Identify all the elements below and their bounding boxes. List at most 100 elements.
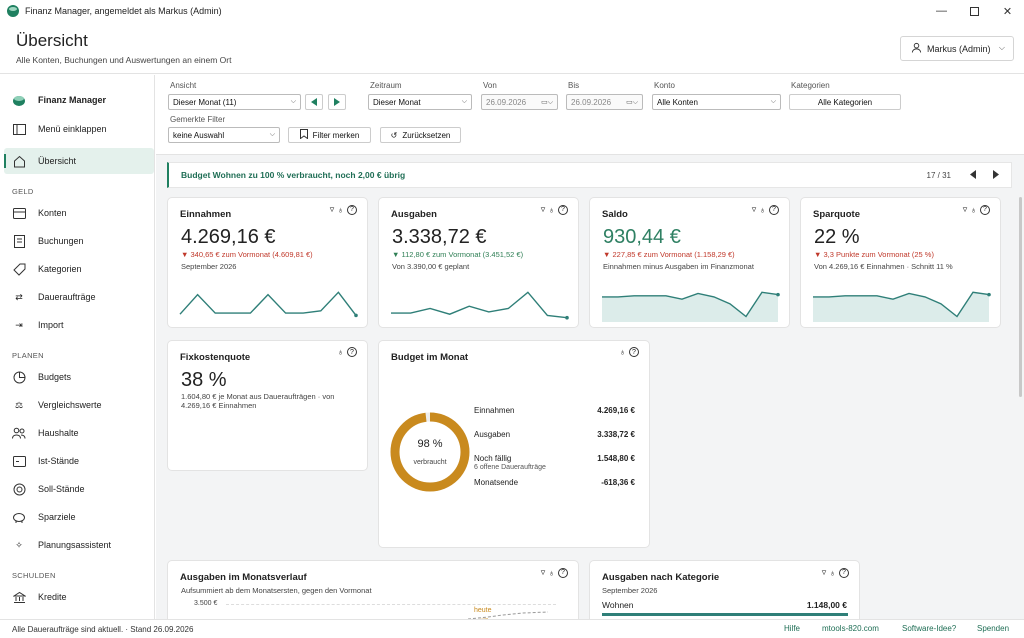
lightbulb-icon[interactable]: ♁ — [548, 204, 555, 215]
previous-period-button[interactable] — [305, 94, 323, 110]
sparkline-line — [813, 291, 990, 318]
card-value: 38 % — [181, 369, 227, 391]
kategorien-button[interactable]: Alle Kategorien — [789, 94, 901, 110]
sidebar-item-label: Vergleichswerte — [38, 400, 102, 410]
filter-icon[interactable]: ▿ — [540, 567, 546, 577]
card-actions: ♁? — [337, 347, 357, 357]
sidebar-item-soll-staende[interactable]: Soll-Stände — [4, 476, 154, 502]
filter-icon[interactable]: ▿ — [962, 204, 968, 214]
card-subtitle: Aufsummiert ab dem Monatsersten, gegen d… — [181, 586, 372, 595]
next-period-button[interactable] — [328, 94, 346, 110]
sidebar-item-overview[interactable]: Übersicht — [4, 148, 154, 174]
app-logo-icon — [7, 5, 19, 17]
sparkline-last-point — [776, 292, 780, 297]
sidebar-item-label: Haushalte — [38, 428, 79, 438]
minimize-button[interactable]: — — [925, 0, 958, 22]
help-icon[interactable]: ? — [980, 204, 990, 215]
zeitraum-select[interactable]: Dieser Monat ⌵ — [368, 94, 472, 110]
window-title: Finanz Manager, angemeldet als Markus (A… — [25, 6, 222, 16]
alert-next-button[interactable] — [992, 170, 999, 181]
sidebar-item-collapse[interactable]: Menü einklappen — [4, 116, 154, 142]
section-planen: PLANEN — [12, 351, 44, 360]
close-button[interactable]: ✕ — [991, 0, 1024, 22]
gemerkte-filter-select[interactable]: keine Auswahl ⌵ — [168, 127, 280, 143]
filter-merken-button[interactable]: Filter merken — [288, 127, 371, 143]
lightbulb-icon[interactable]: ♁ — [829, 567, 836, 578]
help-icon[interactable]: ? — [558, 204, 568, 215]
help-link[interactable]: Hilfe — [784, 624, 801, 633]
lightbulb-icon[interactable]: ♁ — [337, 347, 344, 357]
section-geld: GELD — [12, 187, 34, 196]
ansicht-select[interactable]: Dieser Monat (11) ⌵ — [168, 94, 301, 110]
filter-icon[interactable]: ▿ — [329, 204, 335, 214]
help-icon[interactable]: ? — [769, 204, 779, 215]
donut-percent: 98 % — [417, 438, 443, 450]
sidebar-item-haushalte[interactable]: Haushalte — [4, 420, 154, 446]
software-idea-link[interactable]: Software-Idee? — [902, 624, 957, 633]
sparkline-area — [813, 292, 989, 322]
minimize-icon: — — [936, 5, 947, 17]
konto-select[interactable]: Alle Konten ⌵ — [652, 94, 781, 110]
sidebar-item-kredite[interactable]: Kredite — [4, 584, 154, 610]
sparkline-line — [391, 291, 568, 319]
arrow-left-icon — [970, 170, 976, 179]
von-value: 26.09.2026 — [486, 97, 527, 107]
maximize-button[interactable] — [958, 0, 991, 22]
sidebar-item-buchungen[interactable]: Buchungen — [4, 228, 154, 254]
card-value: 930,44 € — [603, 226, 681, 248]
help-icon[interactable]: ? — [629, 347, 639, 357]
sidebar-item-label: Buchungen — [38, 236, 84, 246]
card-title: Ausgaben im Monatsverlauf — [180, 572, 307, 583]
donate-link[interactable]: Spenden — [977, 624, 1010, 633]
sidebar-item-import[interactable]: ⇥ Import — [4, 312, 154, 338]
help-icon[interactable]: ? — [839, 567, 849, 578]
alert-message: Budget Wohnen zu 100 % verbraucht, noch … — [181, 170, 406, 180]
alert-counter: 17 / 31 — [926, 171, 951, 180]
lightbulb-icon[interactable]: ♁ — [970, 204, 977, 215]
sidebar-item-konten[interactable]: Konten — [4, 200, 154, 226]
card-value: 3.338,72 € — [392, 226, 487, 248]
scrollbar[interactable] — [1019, 197, 1022, 397]
lightbulb-icon[interactable]: ♁ — [548, 567, 555, 578]
sidebar-item-kategorien[interactable]: Kategorien — [4, 256, 154, 282]
card-note: Von 4.269,16 € Einnahmen · Schnitt 11 % — [814, 262, 953, 271]
user-menu-button[interactable]: Markus (Admin) ⌵ — [900, 36, 1014, 61]
filter-icon[interactable]: ▿ — [540, 204, 546, 214]
help-icon[interactable]: ? — [558, 567, 568, 578]
alert-prev-button[interactable] — [970, 170, 977, 181]
filter-icon[interactable]: ▿ — [751, 204, 757, 214]
calendar-icon: ▭⌵ — [626, 99, 638, 106]
verlauf-chart-line — [468, 611, 549, 619]
bis-date-field[interactable]: 26.09.2026 ▭⌵ — [566, 94, 643, 110]
sidebar-item-sparziele[interactable]: Sparziele — [4, 504, 154, 530]
reset-icon: ↺ — [390, 130, 398, 140]
card-note-line2: 4.269,16 € Einnahmen — [181, 401, 257, 410]
sidebar-item-planungsassistent[interactable]: ✧ Planungsassistent — [4, 532, 154, 558]
lightbulb-icon[interactable]: ♁ — [619, 347, 626, 357]
reset-button[interactable]: ↺ Zurücksetzen — [380, 127, 461, 143]
card-title: Saldo — [602, 209, 628, 220]
card-actions: ▿ ♁? — [752, 204, 779, 215]
sparkline-saldo — [602, 291, 780, 322]
sparkline-line — [602, 291, 779, 318]
chevron-down-icon: ⌵ — [290, 98, 296, 105]
filter-icon[interactable]: ▿ — [821, 567, 827, 577]
sidebar-item-dauerauftraege[interactable]: ⇄ Daueraufträge — [4, 284, 154, 310]
sidebar-item-ist-staende[interactable]: Ist-Stände — [4, 448, 154, 474]
website-link[interactable]: mtools-820.com — [822, 624, 879, 633]
lightbulb-icon[interactable]: ♁ — [337, 204, 344, 215]
sidebar-item-vergleichswerte[interactable]: ⚖ Vergleichswerte — [4, 392, 154, 418]
arrow-right-icon — [334, 98, 340, 106]
budget-row-value: -618,36 € — [601, 478, 635, 487]
chevron-down-icon: ⌵ — [998, 43, 1005, 52]
lightbulb-icon[interactable]: ♁ — [759, 204, 766, 215]
von-date-field[interactable]: 26.09.2026 ▭⌵ — [481, 94, 558, 110]
sidebar-item-budgets[interactable]: Budgets — [4, 364, 154, 390]
donut-sub: verbraucht — [413, 459, 447, 466]
collapse-menu-icon — [12, 122, 26, 136]
help-icon[interactable]: ? — [347, 347, 357, 357]
card-title: Fixkostenquote — [180, 352, 251, 363]
card-subtitle: September 2026 — [602, 586, 658, 595]
help-icon[interactable]: ? — [347, 204, 357, 215]
